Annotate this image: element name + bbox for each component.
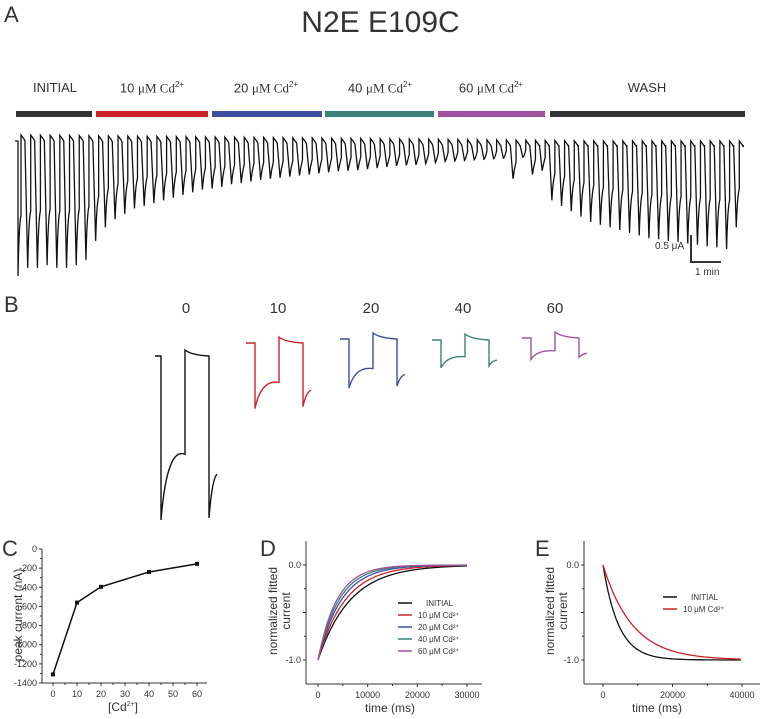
data-point — [147, 569, 151, 574]
scale-bar-current-label: 0.5 μA — [655, 241, 685, 252]
x-tick-label: 30 — [120, 689, 130, 699]
data-point — [75, 600, 79, 605]
condition-bar-60 — [438, 111, 545, 117]
chart-c: 0 -200 -400 -600 -800 -1000 -1200 -1400 0 10 20 30 4… — [14, 544, 207, 699]
d-x-axis-title: time (ms) — [365, 701, 415, 715]
fit-curve-1 — [602, 564, 741, 660]
legend-label: 40 μM Cd²⁺ — [418, 635, 460, 644]
panel-label-b: B — [4, 292, 19, 317]
scale-bar-time-label: 1 min — [695, 267, 720, 278]
concentration-label-60: 60 — [546, 300, 564, 317]
condition-bar-40 — [325, 111, 434, 117]
sweep-trace — [15, 133, 744, 277]
trace-10 — [246, 335, 312, 409]
x-tick-label: 40000 — [729, 690, 754, 700]
panel-label-a: A — [4, 2, 19, 27]
fit-curve-0 — [317, 565, 468, 661]
condition-label-60: 60 μM Cd2+ — [458, 80, 524, 96]
condition-bar-20 — [212, 111, 322, 117]
legend-label: 60 μM Cd²⁺ — [418, 647, 460, 656]
x-tick-label: 20000 — [405, 690, 430, 700]
scale-bar — [690, 235, 721, 263]
x-tick-label: 0 — [600, 690, 605, 700]
x-tick-label: 20000 — [660, 690, 685, 700]
trace-0 — [155, 348, 218, 521]
condition-label-initial: INITIAL — [32, 80, 78, 95]
panel-label-e: E — [535, 536, 550, 561]
condition-label-wash: WASH — [627, 80, 667, 95]
chart-d: 0.0 -1.0 0 10000 20000 30000 INITIAL 10 μM Cd²⁺… — [285, 541, 482, 700]
condition-bar-10 — [96, 111, 208, 117]
panel-a-trace — [15, 133, 744, 277]
panel-b-traces — [155, 330, 588, 521]
condition-bar-wash — [550, 111, 745, 117]
condition-label-40: 40 μM Cd2+ — [347, 80, 413, 96]
panel-label-d: D — [260, 536, 276, 561]
legend-label: INITIAL — [691, 593, 719, 602]
x-tick-label: 40 — [144, 689, 154, 699]
y-tick-label: 0.0 — [566, 560, 579, 570]
y-tick-label: -800 — [19, 621, 37, 631]
c-x-axis-title: [Cd2+] — [108, 700, 139, 714]
y-tick-label: -200 — [19, 563, 37, 573]
panel-label-c: C — [2, 536, 18, 561]
y-tick-label: -400 — [19, 582, 37, 592]
fit-curve-4 — [317, 564, 467, 661]
y-tick-label: -1400 — [14, 678, 37, 688]
trace-40 — [432, 332, 498, 369]
e-x-axis-title: time (ms) — [632, 701, 682, 715]
peak-current-line — [52, 563, 198, 675]
y-tick-label: -1000 — [14, 640, 37, 650]
legend-label: 20 μM Cd²⁺ — [418, 623, 460, 632]
trace-20 — [340, 331, 406, 389]
legend-label: 10 μM Cd²⁺ — [683, 605, 725, 614]
chart-e: 0.0 -1.0 0 20000 40000 INITIAL 10 μM Cd²⁺ — [563, 541, 760, 700]
figure-title: N2E E109C — [301, 6, 460, 39]
concentration-label-10: 10 — [269, 300, 287, 317]
condition-label-10: 10 μM Cd2+ — [119, 80, 185, 96]
y-tick-label: 0 — [32, 544, 37, 554]
concentration-label-40: 40 — [454, 300, 472, 317]
fit-curve-0 — [602, 564, 741, 661]
legend-label: INITIAL — [426, 599, 454, 608]
x-tick-label: 0 — [50, 689, 55, 699]
x-tick-label: 10 — [72, 689, 82, 699]
y-tick-label: 0.0 — [288, 560, 301, 570]
data-point — [51, 672, 55, 677]
x-tick-label: 30000 — [454, 690, 479, 700]
trace-60 — [522, 330, 588, 362]
data-point — [195, 561, 199, 566]
data-point — [99, 584, 103, 589]
x-tick-label: 50 — [168, 689, 178, 699]
legend-label: 10 μM Cd²⁺ — [418, 611, 460, 620]
x-tick-label: 10000 — [355, 690, 380, 700]
y-tick-label: -1200 — [14, 659, 37, 669]
condition-bar-initial — [16, 111, 92, 117]
y-tick-label: -600 — [19, 601, 37, 611]
y-tick-label: -1.0 — [563, 655, 579, 665]
concentration-label-0: 0 — [181, 300, 191, 317]
x-tick-label: 0 — [315, 690, 320, 700]
x-tick-label: 20 — [96, 689, 106, 699]
y-tick-label: -1.0 — [285, 655, 301, 665]
concentration-label-20: 20 — [362, 300, 380, 317]
condition-label-20: 20 μM Cd2+ — [233, 80, 299, 96]
x-tick-label: 60 — [192, 689, 202, 699]
